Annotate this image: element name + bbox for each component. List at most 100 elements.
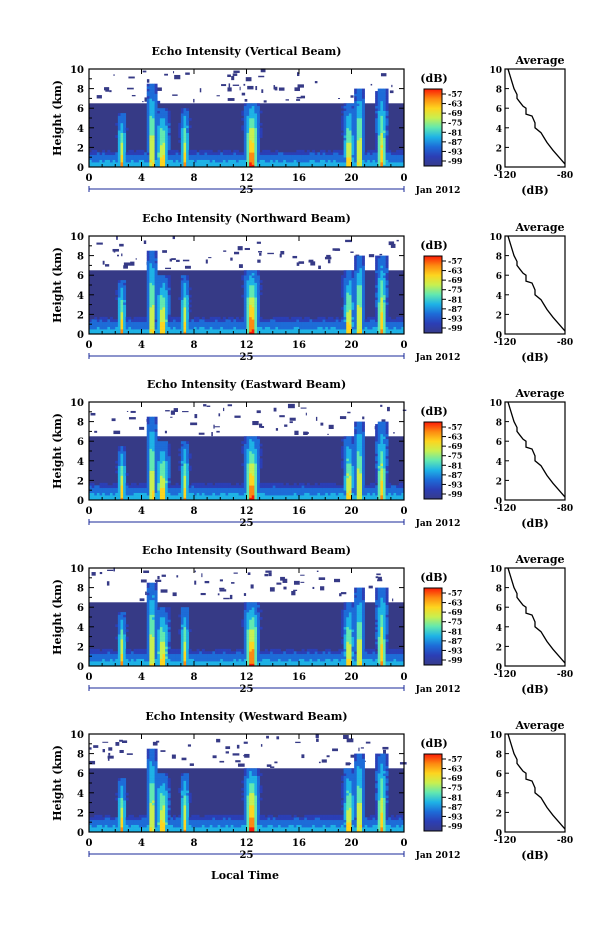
heatmap-cell xyxy=(278,157,281,160)
heatmap-cell xyxy=(157,436,160,439)
heatmap-cell xyxy=(317,324,320,327)
heatmap-cell xyxy=(149,251,152,254)
heatmap-cell xyxy=(354,162,357,165)
heatmap-cell xyxy=(362,473,365,476)
heatmap-cell xyxy=(149,133,152,136)
heatmap-cell xyxy=(257,287,260,290)
avg-x-label: (dB) xyxy=(521,351,548,364)
heatmap-cell xyxy=(380,273,383,276)
heatmap-cell xyxy=(118,152,121,155)
heatmap-cell xyxy=(391,152,394,155)
heatmap-cell xyxy=(254,305,257,308)
heatmap-cell xyxy=(386,147,389,150)
heatmap-cell xyxy=(362,265,365,268)
heatmap-cell xyxy=(349,103,352,106)
heatmap-cell xyxy=(113,488,116,491)
heatmap-cell xyxy=(286,488,289,491)
heatmap-cell xyxy=(359,461,362,464)
heatmap-cell xyxy=(123,113,126,116)
heatmap-cell xyxy=(375,305,378,308)
heatmap-cell xyxy=(152,86,155,89)
heatmap-cell xyxy=(378,285,381,288)
heatmap-cell xyxy=(394,327,397,330)
heatmap-cell xyxy=(121,488,124,491)
echo-clutter xyxy=(279,415,285,417)
heatmap-cell xyxy=(254,439,257,442)
heatmap-cell xyxy=(275,329,278,332)
heatmap-cell xyxy=(373,485,376,488)
heatmap-cell xyxy=(386,302,389,305)
heatmap-cell xyxy=(346,449,349,452)
echo-clutter xyxy=(351,95,354,97)
heatmap-cell xyxy=(286,155,289,158)
heatmap-cell xyxy=(254,292,257,295)
heatmap-cell xyxy=(155,116,158,119)
heatmap-cell xyxy=(365,324,368,327)
heatmap-cell xyxy=(215,324,218,327)
heatmap-cell xyxy=(333,324,336,327)
heatmap-cell xyxy=(257,120,260,123)
heatmap-cell xyxy=(244,319,247,322)
heatmap-cell xyxy=(168,317,171,320)
heatmap-cell xyxy=(102,319,105,322)
heatmap-cell xyxy=(331,319,334,322)
heatmap-cell xyxy=(375,451,378,454)
heatmap-cell xyxy=(149,275,152,278)
heatmap-cell xyxy=(362,278,365,281)
heatmap-cell xyxy=(341,324,344,327)
heatmap-cell xyxy=(100,485,103,488)
heatmap-cell xyxy=(375,123,378,126)
heatmap-cell xyxy=(210,155,213,158)
heatmap-cell xyxy=(357,473,360,476)
heatmap-cell xyxy=(286,490,289,493)
heatmap-cell xyxy=(210,327,213,330)
heatmap-cell xyxy=(257,473,260,476)
heatmap-cell xyxy=(260,130,263,133)
heatmap-cell xyxy=(375,113,378,116)
heatmap-cell xyxy=(262,488,265,491)
heatmap-cell xyxy=(291,327,294,330)
heatmap-cell xyxy=(144,319,147,322)
heatmap-cell xyxy=(357,292,360,295)
heatmap-cell xyxy=(333,152,336,155)
heatmap-cell xyxy=(205,157,208,160)
heatmap-cell xyxy=(254,285,257,288)
heatmap-cell xyxy=(375,290,378,293)
heatmap-cell xyxy=(354,292,357,295)
heatmap-cell xyxy=(181,441,184,444)
heatmap-cell xyxy=(115,327,118,330)
heatmap-cell xyxy=(249,143,252,146)
heatmap-cell xyxy=(184,130,187,133)
heatmap-cell xyxy=(197,322,200,325)
heatmap-cell xyxy=(199,322,202,325)
heatmap-cell xyxy=(317,160,320,163)
heatmap-cell xyxy=(328,324,331,327)
heatmap-cell xyxy=(383,108,386,111)
heatmap-cell xyxy=(383,300,386,303)
heatmap-cell xyxy=(302,160,305,163)
heatmap-cell xyxy=(121,116,124,119)
echo-clutter xyxy=(233,73,238,76)
heatmap-cell xyxy=(341,155,344,158)
heatmap-cell xyxy=(252,468,255,471)
heatmap-cell xyxy=(144,155,147,158)
heatmap-cell xyxy=(94,152,97,155)
heatmap-cell xyxy=(346,314,349,317)
heatmap-cell xyxy=(352,444,355,447)
heatmap-cell xyxy=(186,446,189,449)
heatmap-cell xyxy=(123,128,126,131)
heatmap-cell xyxy=(270,160,273,163)
heatmap-cell xyxy=(346,106,349,109)
heatmap-cell xyxy=(354,478,357,481)
heatmap-cell xyxy=(247,468,250,471)
heatmap-cell xyxy=(323,493,326,496)
heatmap-cell xyxy=(260,152,263,155)
heatmap-cell xyxy=(362,471,365,474)
heatmap-cell xyxy=(357,150,360,153)
heatmap-cell xyxy=(220,157,223,160)
heatmap-cell xyxy=(386,424,389,427)
heatmap-cell xyxy=(121,302,124,305)
heatmap-cell xyxy=(186,305,189,308)
heatmap-cell xyxy=(244,456,247,459)
heatmap-cell xyxy=(344,307,347,310)
